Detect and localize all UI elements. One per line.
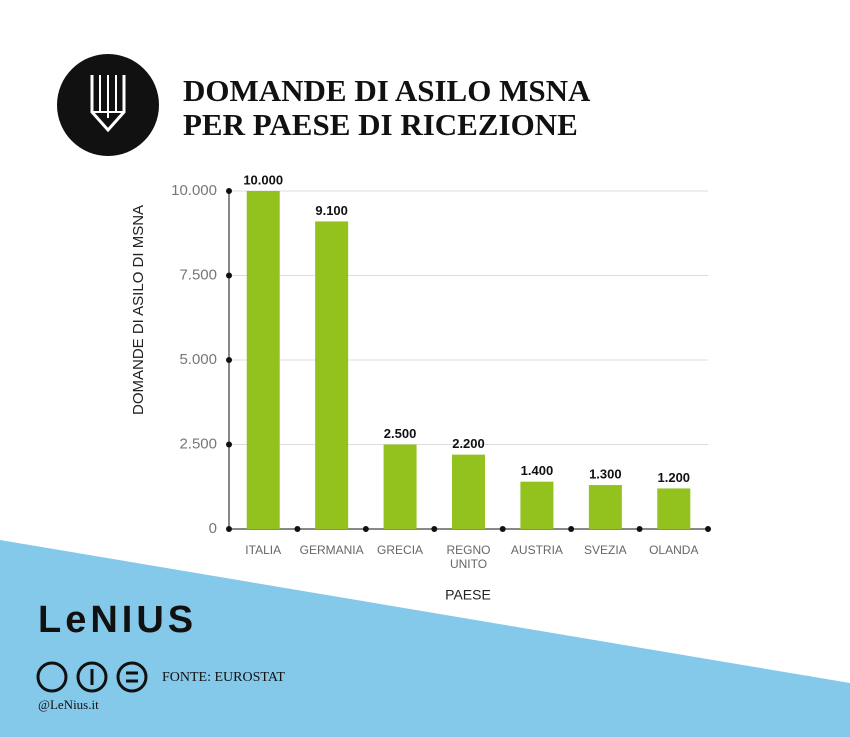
x-tick-label: GRECIA [377,543,424,557]
tick-dot [226,188,232,194]
y-tick-label: 5.000 [179,351,217,368]
bar [588,485,622,529]
x-divider-dot [294,526,301,532]
bar [520,481,554,529]
x-axis-label: PAESE [445,587,491,603]
bar [452,454,485,529]
y-tick-label: 10.000 [171,182,217,199]
value-label: 2.200 [452,436,485,451]
x-tick-label: SVEZIA [584,543,627,557]
value-label: 1.200 [658,470,691,485]
x-divider-dot [431,526,438,532]
value-label: 10.000 [243,172,283,187]
x-tick-label: REGNO UNITO [446,543,491,571]
x-divider-dot [362,526,369,532]
tick-dot [226,441,232,448]
tick-dot [226,357,232,363]
bar [315,221,349,530]
y-tick-label: 2.500 [179,435,217,452]
x-tick-label: AUSTRIA [510,543,563,557]
bar [383,444,417,529]
tick-dot [226,526,232,532]
y-tick-label: 7.500 [179,266,217,283]
x-divider-dot [499,526,506,532]
y-tick-label: 0 [209,520,217,537]
bar [657,488,691,529]
x-divider-dot [636,526,643,532]
x-divider-dot [705,526,711,532]
value-label: 2.500 [384,426,417,441]
value-label: 1.300 [589,466,622,481]
chart-title: DOMANDE DI ASILO MSNA PER PAESE DI RICEZ… [183,73,589,142]
background-band [0,540,850,737]
bar [246,191,280,529]
tick-dot [226,272,232,279]
handle: @LeNius.it [38,697,99,712]
x-tick-label: OLANDA [649,543,699,557]
y-axis-label: DOMANDE DI ASILO DI MSNA [130,205,147,415]
x-tick-label: ITALIA [245,543,282,557]
value-label: 9.100 [315,203,348,218]
value-label: 1.400 [521,463,554,478]
x-divider-dot [568,526,575,532]
x-tick-label: GERMANIA [299,543,364,557]
source: FONTE: EUROSTAT [162,670,285,685]
license-icons [36,661,148,693]
brand: LeNIUS [38,599,197,641]
logo-icon [57,54,159,156]
